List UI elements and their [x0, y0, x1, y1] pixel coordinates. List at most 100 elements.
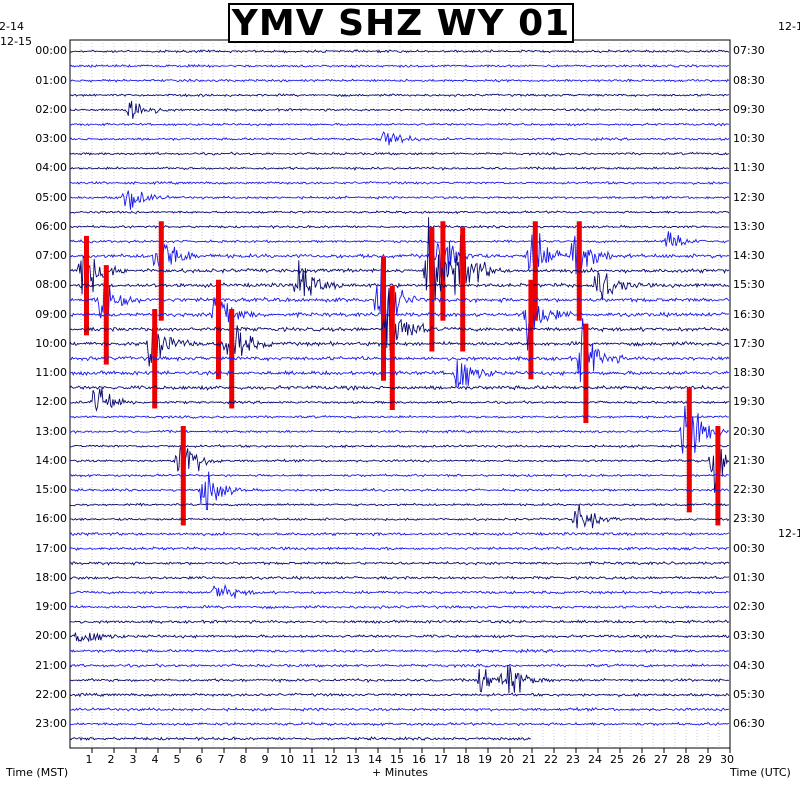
chart-title: YMV SHZ WY 01 — [231, 3, 571, 44]
left-axis-title: Time (MST) — [6, 766, 69, 779]
x-tick-label: 2 — [107, 753, 115, 766]
trace-line — [69, 93, 730, 98]
trace-line — [69, 471, 730, 511]
right-time-label: 13:30 — [733, 219, 765, 233]
left-time-label: 14:00 — [35, 453, 67, 467]
trace-line — [69, 444, 730, 449]
clipped-event-mark — [686, 388, 692, 513]
right-time-label: 00:30 — [733, 541, 765, 555]
trace-line — [69, 604, 729, 610]
clipped-event-mark — [84, 235, 89, 336]
right-time-label: 11:30 — [733, 161, 765, 175]
trace-line — [69, 632, 730, 643]
x-tick-label: 28 — [676, 753, 690, 766]
trace-line — [69, 210, 730, 215]
x-tick-label: 20 — [500, 753, 514, 766]
left-time-label: 17:00 — [35, 541, 67, 555]
x-tick-label: 19 — [478, 753, 492, 766]
x-tick-label: 3 — [129, 753, 137, 766]
trace-line — [69, 263, 730, 332]
right-date-label: 12-1 — [778, 20, 800, 33]
right-time-label: 23:30 — [733, 512, 765, 526]
x-tick-label: 11 — [302, 753, 316, 766]
left-date-label: 12-15 — [0, 35, 32, 48]
trace-line — [69, 736, 532, 742]
chart-title-box: YMV SHZ WY 01 — [228, 3, 574, 43]
left-date-label: 12-14 — [0, 20, 24, 33]
left-time-label: 02:00 — [35, 102, 67, 116]
left-time-label: 11:00 — [35, 366, 67, 380]
trace-line — [69, 721, 730, 727]
clipped-event-mark — [389, 285, 395, 410]
trace-line — [69, 414, 729, 420]
clipped-event-mark — [381, 256, 386, 381]
left-time-label: 22:00 — [35, 687, 67, 701]
x-tick-label: 24 — [588, 753, 602, 766]
trace-line — [69, 392, 730, 454]
x-tick-label: 18 — [456, 753, 470, 766]
right-time-label: 09:30 — [733, 102, 765, 116]
left-time-label: 08:00 — [35, 278, 67, 292]
left-time-label: 05:00 — [35, 190, 67, 204]
right-time-label: 02:30 — [733, 600, 765, 614]
trace-line — [70, 78, 730, 83]
x-tick-label: 14 — [368, 753, 382, 766]
right-time-label: 20:30 — [733, 424, 765, 438]
right-time-label: 17:30 — [733, 336, 765, 350]
trace-line — [69, 166, 730, 171]
trace-line — [69, 231, 730, 247]
right-time-label: 16:30 — [733, 307, 765, 321]
trace-line — [69, 296, 730, 351]
trace-line — [69, 531, 730, 537]
left-time-label: 16:00 — [35, 512, 67, 526]
left-time-label: 13:00 — [35, 424, 67, 438]
left-time-label: 20:00 — [35, 629, 67, 643]
trace-line — [69, 217, 730, 301]
trace-line — [69, 318, 730, 385]
left-time-label: 07:00 — [35, 249, 67, 263]
trace-line — [69, 288, 730, 353]
x-tick-label: 10 — [280, 753, 294, 766]
trace-line — [69, 325, 730, 367]
trace-line — [69, 49, 730, 54]
left-time-label: 18:00 — [35, 570, 67, 584]
left-time-label: 12:00 — [35, 395, 67, 409]
clipped-event-mark — [583, 323, 589, 424]
left-time-label: 21:00 — [35, 658, 67, 672]
right-axis-title: Time (UTC) — [730, 766, 791, 779]
trace-line — [69, 546, 729, 551]
x-tick-label: 9 — [261, 753, 269, 766]
x-tick-label: 1 — [85, 753, 93, 766]
trace-line — [69, 583, 730, 599]
clipped-event-mark — [576, 221, 582, 321]
x-tick-label: 7 — [217, 753, 225, 766]
clipped-event-mark — [429, 227, 435, 352]
x-tick-label: 5 — [173, 753, 181, 766]
trace-line — [69, 435, 730, 493]
trace-line — [69, 575, 730, 581]
right-time-label: 08:30 — [733, 73, 765, 87]
right-time-label: 04:30 — [733, 658, 765, 672]
trace-line — [69, 664, 730, 694]
trace-line — [69, 131, 730, 146]
x-tick-label: 22 — [544, 753, 558, 766]
trace-line — [69, 63, 730, 69]
trace-line — [69, 190, 730, 210]
clipped-event-mark — [460, 227, 466, 352]
x-tick-label: 29 — [698, 753, 712, 766]
x-tick-label: 12 — [324, 753, 338, 766]
x-tick-label: 21 — [522, 753, 536, 766]
trace-line — [69, 100, 730, 119]
left-time-label: 06:00 — [35, 219, 67, 233]
x-tick-label: 16 — [412, 753, 426, 766]
trace-line — [69, 663, 730, 669]
trace-line — [69, 505, 730, 529]
trace-line — [69, 260, 730, 301]
right-time-label: 21:30 — [733, 453, 765, 467]
left-time-label: 09:00 — [35, 307, 67, 321]
trace-line — [69, 692, 730, 698]
x-tick-label: 25 — [610, 753, 624, 766]
left-time-label: 04:00 — [35, 161, 67, 175]
clipped-event-mark — [532, 221, 538, 321]
